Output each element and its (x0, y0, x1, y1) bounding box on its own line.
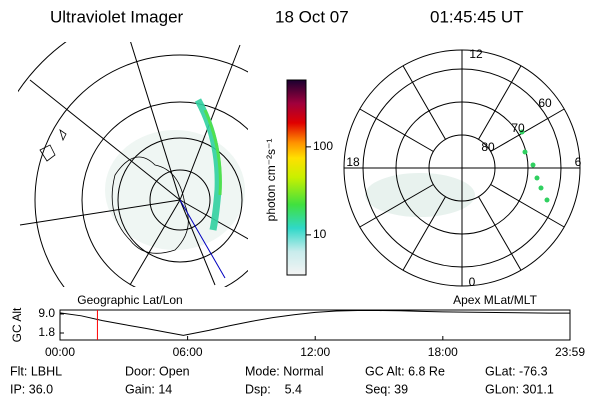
x-tick-label: 23:59 (555, 345, 585, 359)
polar-spoke (402, 196, 446, 271)
title: Ultraviolet Imager (50, 7, 184, 26)
geo-map (18, 42, 248, 287)
mlt-label: 12 (469, 47, 483, 61)
date: 18 Oct 07 (275, 7, 349, 26)
mlat-label: 70 (511, 121, 525, 135)
info-field: Flt: LBHL (10, 364, 62, 378)
alt-label: GC Alt (10, 307, 24, 342)
polar-spoke (478, 196, 522, 271)
info-field: GLat: -76.3 (485, 364, 548, 378)
info-field: Dsp: 5.4 (245, 382, 302, 396)
time: 01:45:45 UT (430, 7, 524, 26)
y-tick-label: 9.0 (38, 306, 55, 320)
info-field: GLon: 301.1 (485, 382, 554, 396)
polar-spoke (490, 184, 565, 228)
colorbar (286, 79, 307, 276)
info-field: GC Alt: 6.8 Re (365, 364, 445, 378)
polar-label: Apex MLat/MLT (453, 293, 537, 307)
x-tick-label: 00:00 (45, 345, 75, 359)
mlat-label: 60 (538, 96, 552, 110)
colorbar-tick-label: 100 (313, 139, 333, 153)
mlat-label: 80 (481, 140, 495, 154)
info-field: Door: Open (125, 364, 190, 378)
map-label: Geographic Lat/Lon (77, 293, 182, 307)
mlt-label: 18 (346, 155, 360, 169)
x-tick-label: 06:00 (173, 345, 203, 359)
colorbar-tick-label: 10 (313, 227, 327, 241)
x-tick-label: 18:00 (428, 345, 458, 359)
polar-spoke (359, 184, 434, 228)
polar-spoke (402, 65, 446, 140)
mlt-label: 0 (469, 275, 476, 289)
alt-frame (59, 309, 571, 341)
altitude-line (59, 310, 570, 336)
polar-spoke (359, 108, 434, 152)
info-field: IP: 36.0 (10, 382, 53, 396)
x-tick-label: 12:00 (300, 345, 330, 359)
info-field: Seq: 39 (365, 382, 408, 396)
info-field: Mode: Normal (245, 364, 324, 378)
y-tick-label: 1.8 (38, 325, 55, 339)
info-field: Gain: 14 (125, 382, 172, 396)
polar-spoke (478, 65, 522, 140)
mlt-label: 6 (575, 155, 582, 169)
polar-grid (343, 49, 581, 287)
colorbar-label: photon cm⁻²s⁻¹ (264, 139, 278, 222)
polar-spoke (490, 108, 565, 152)
